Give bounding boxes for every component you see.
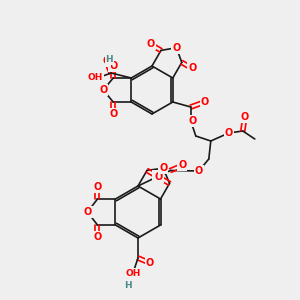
Text: O: O [93, 232, 102, 242]
Text: H: H [124, 280, 132, 290]
Text: O: O [189, 116, 197, 126]
Text: O: O [155, 172, 163, 182]
Text: O: O [146, 39, 155, 50]
Text: O: O [102, 56, 110, 66]
Text: O: O [93, 182, 102, 192]
Text: O: O [153, 171, 161, 182]
Text: O: O [201, 97, 209, 107]
Text: O: O [146, 258, 154, 268]
Text: O: O [159, 163, 167, 173]
Text: O: O [109, 61, 117, 71]
Text: O: O [172, 43, 181, 53]
Text: O: O [109, 109, 117, 119]
Text: O: O [225, 128, 233, 138]
Text: O: O [188, 63, 196, 74]
Text: OH: OH [125, 268, 141, 278]
Text: O: O [99, 85, 107, 95]
Text: O: O [241, 112, 249, 122]
Text: H: H [105, 56, 113, 64]
Text: O: O [178, 160, 187, 170]
Text: O: O [195, 166, 203, 176]
Text: O: O [83, 207, 92, 217]
Text: OH: OH [88, 74, 103, 82]
